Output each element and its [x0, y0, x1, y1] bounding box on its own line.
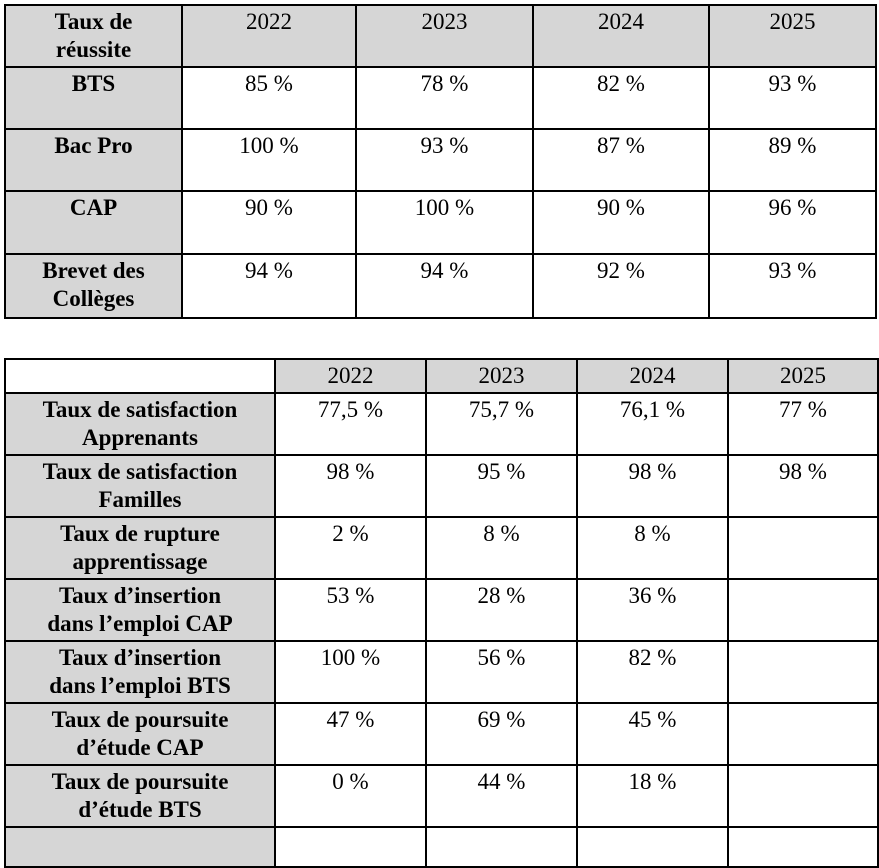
value-cell: [727, 640, 879, 704]
year-header-cell: 2024: [576, 358, 729, 394]
value-cell: 0 %: [274, 764, 427, 828]
row-label-cell: Taux d’insertion dans l’emploi CAP: [4, 578, 276, 642]
table-row: Bac Pro 100 % 93 % 87 % 89 %: [4, 128, 877, 192]
row-label-cell: Taux d’insertion dans l’emploi BTS: [4, 640, 276, 704]
table-row: Brevet des Collèges 94 % 94 % 92 % 93 %: [4, 253, 877, 319]
year-header-cell: 2022: [274, 358, 427, 394]
value-cell: 96 %: [708, 190, 877, 255]
value-cell: 78 %: [355, 66, 534, 130]
row-label-cell: Taux de satisfaction Familles: [4, 454, 276, 518]
value-cell: 53 %: [274, 578, 427, 642]
value-cell: 94 %: [181, 253, 357, 319]
value-cell: 69 %: [425, 702, 578, 766]
year-header-cell: 2023: [425, 358, 578, 394]
value-cell: [727, 516, 879, 580]
value-cell: 44 %: [425, 764, 578, 828]
value-cell: 100 %: [355, 190, 534, 255]
table-row: CAP 90 % 100 % 90 % 96 %: [4, 190, 877, 255]
value-cell: 77 %: [727, 392, 879, 456]
table-row: Taux de satisfaction Familles 98 % 95 % …: [4, 454, 879, 518]
value-cell: [727, 764, 879, 828]
value-cell: 18 %: [576, 764, 729, 828]
value-cell: [727, 826, 879, 868]
value-cell: 85 %: [181, 66, 357, 130]
kpi-table: 2022 2023 2024 2025 Taux de satisfaction…: [4, 358, 879, 868]
value-cell: 89 %: [708, 128, 877, 192]
row-label-cell: Taux de satisfaction Apprenants: [4, 392, 276, 456]
partial-row: [4, 826, 879, 868]
value-cell: 8 %: [576, 516, 729, 580]
table1-title-cell: Taux de réussite: [4, 4, 183, 68]
year-header-cell: 2025: [727, 358, 879, 394]
value-cell: 100 %: [181, 128, 357, 192]
pass-rate-table: Taux de réussite 2022 2023 2024 2025 BTS…: [4, 4, 877, 319]
table-row: Taux de satisfaction Apprenants 77,5 % 7…: [4, 392, 879, 456]
value-cell: 82 %: [576, 640, 729, 704]
value-cell: 77,5 %: [274, 392, 427, 456]
value-cell: 90 %: [532, 190, 710, 255]
value-cell: [727, 702, 879, 766]
row-label-cell: [4, 826, 276, 868]
year-header-cell: 2025: [708, 4, 877, 68]
table1-header-row: Taux de réussite 2022 2023 2024 2025: [4, 4, 877, 68]
year-header-cell: 2024: [532, 4, 710, 68]
value-cell: [576, 826, 729, 868]
table-row: Taux d’insertion dans l’emploi CAP 53 % …: [4, 578, 879, 642]
value-cell: 56 %: [425, 640, 578, 704]
table-row: Taux de poursuite d’étude BTS 0 % 44 % 1…: [4, 764, 879, 828]
value-cell: 82 %: [532, 66, 710, 130]
value-cell: 2 %: [274, 516, 427, 580]
row-label-cell: Brevet des Collèges: [4, 253, 183, 319]
value-cell: 98 %: [274, 454, 427, 518]
year-header-cell: 2022: [181, 4, 357, 68]
value-cell: 47 %: [274, 702, 427, 766]
year-header-cell: 2023: [355, 4, 534, 68]
row-label-cell: CAP: [4, 190, 183, 255]
row-label-cell: Taux de rupture apprentissage: [4, 516, 276, 580]
row-label-cell: Bac Pro: [4, 128, 183, 192]
value-cell: 8 %: [425, 516, 578, 580]
value-cell: [727, 578, 879, 642]
table-row: Taux de rupture apprentissage 2 % 8 % 8 …: [4, 516, 879, 580]
row-label-cell: Taux de poursuite d’étude CAP: [4, 702, 276, 766]
value-cell: 98 %: [576, 454, 729, 518]
value-cell: [425, 826, 578, 868]
value-cell: 76,1 %: [576, 392, 729, 456]
value-cell: 95 %: [425, 454, 578, 518]
table-row: BTS 85 % 78 % 82 % 93 %: [4, 66, 877, 130]
row-label-cell: Taux de poursuite d’étude BTS: [4, 764, 276, 828]
value-cell: 90 %: [181, 190, 357, 255]
value-cell: 92 %: [532, 253, 710, 319]
value-cell: 93 %: [708, 253, 877, 319]
value-cell: 94 %: [355, 253, 534, 319]
table-row: Taux d’insertion dans l’emploi BTS 100 %…: [4, 640, 879, 704]
table-row: Taux de poursuite d’étude CAP 47 % 69 % …: [4, 702, 879, 766]
value-cell: 93 %: [708, 66, 877, 130]
document-page: Taux de réussite 2022 2023 2024 2025 BTS…: [4, 4, 879, 868]
value-cell: 87 %: [532, 128, 710, 192]
value-cell: 45 %: [576, 702, 729, 766]
value-cell: 100 %: [274, 640, 427, 704]
empty-corner-cell: [4, 358, 276, 394]
value-cell: [274, 826, 427, 868]
value-cell: 98 %: [727, 454, 879, 518]
row-label-cell: BTS: [4, 66, 183, 130]
table2-header-row: 2022 2023 2024 2025: [4, 358, 879, 394]
value-cell: 93 %: [355, 128, 534, 192]
value-cell: 36 %: [576, 578, 729, 642]
value-cell: 28 %: [425, 578, 578, 642]
value-cell: 75,7 %: [425, 392, 578, 456]
